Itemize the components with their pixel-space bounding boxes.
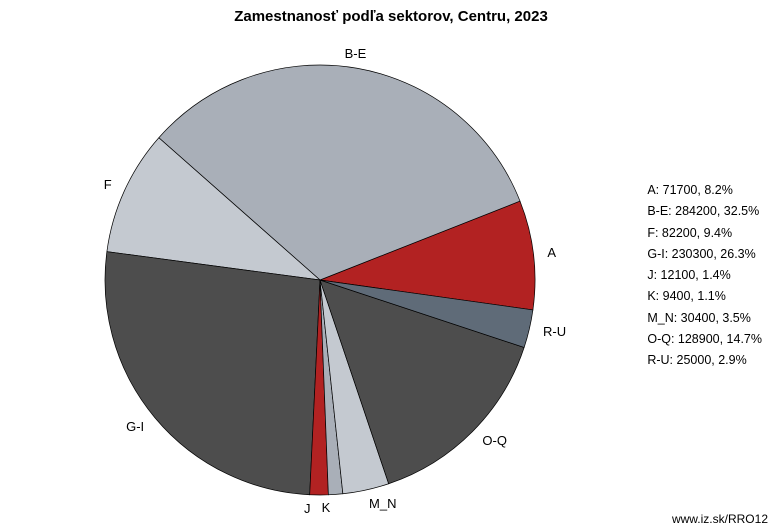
slice-label-M_N: M_N xyxy=(369,496,396,511)
legend-item: J: 12100, 1.4% xyxy=(647,265,762,286)
slice-label-G-I: G-I xyxy=(104,419,144,434)
legend-item: M_N: 30400, 3.5% xyxy=(647,308,762,329)
source-link[interactable]: www.iz.sk/RRO12 xyxy=(672,512,768,526)
legend-item: O-Q: 128900, 14.7% xyxy=(647,329,762,350)
legend-item: K: 9400, 1.1% xyxy=(647,286,762,307)
legend: A: 71700, 8.2%B-E: 284200, 32.5%F: 82200… xyxy=(647,180,762,371)
legend-item: F: 82200, 9.4% xyxy=(647,223,762,244)
slice-label-F: F xyxy=(72,177,112,192)
slice-label-K: K xyxy=(322,500,331,515)
slice-G-I xyxy=(105,252,320,495)
chart-area: AB-EFG-IJKM_NO-QR-U A: 71700, 8.2%B-E: 2… xyxy=(0,30,782,510)
legend-item: G-I: 230300, 26.3% xyxy=(647,244,762,265)
slice-label-B-E: B-E xyxy=(345,46,367,61)
slice-label-R-U: R-U xyxy=(543,324,566,339)
legend-item: R-U: 25000, 2.9% xyxy=(647,350,762,371)
chart-title: Zamestnanosť podľa sektorov, Centru, 202… xyxy=(0,0,782,25)
slice-label-O-Q: O-Q xyxy=(482,433,507,448)
legend-item: B-E: 284200, 32.5% xyxy=(647,201,762,222)
legend-item: A: 71700, 8.2% xyxy=(647,180,762,201)
slice-label-J: J xyxy=(304,501,311,516)
slice-label-A: A xyxy=(547,245,556,260)
